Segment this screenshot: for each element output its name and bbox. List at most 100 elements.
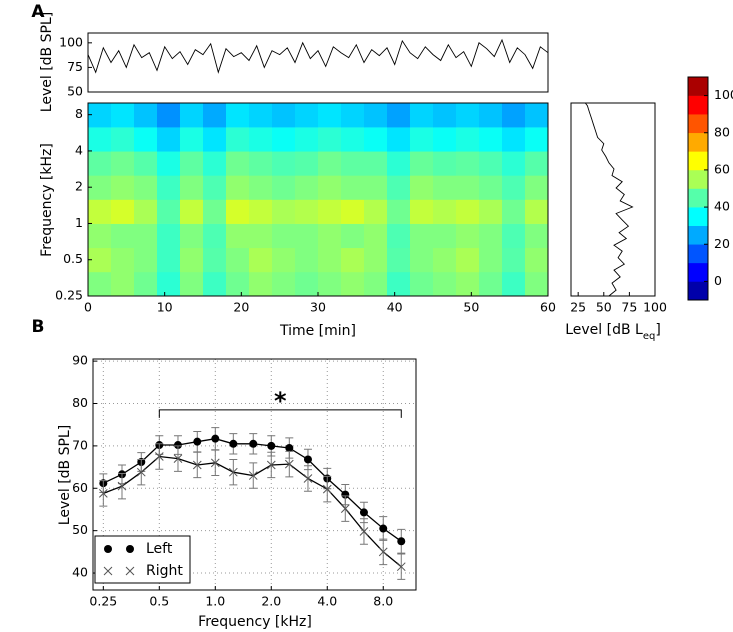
heatmap-cell: [272, 271, 296, 297]
x-tick-label: 10: [157, 300, 173, 315]
x-tick-label: 25: [570, 300, 586, 315]
colorbar-tick-label: 60: [714, 161, 730, 176]
data-point: [98, 489, 108, 498]
heatmap-cell: [410, 151, 434, 176]
heatmap-cell: [387, 247, 411, 273]
colorbar-tick-label: 0: [714, 273, 722, 288]
heatmap-cell: [502, 151, 526, 176]
legend-marker: [125, 566, 135, 576]
heatmap-cell: [387, 127, 411, 152]
data-point: [396, 562, 406, 572]
heatmap-cell: [433, 247, 457, 273]
data-point: [229, 439, 238, 448]
legend-label: Right: [146, 563, 183, 579]
heatmap-cell: [272, 127, 296, 152]
heatmap-cell: [525, 103, 549, 128]
heatmap-cell: [479, 271, 503, 297]
x-tick-label: 50: [463, 300, 479, 315]
heatmap-cell: [88, 151, 112, 176]
heatmap-cell: [341, 175, 365, 200]
heatmap-cell: [341, 127, 365, 152]
heatmap-cell: [479, 151, 503, 176]
heatmap-cell: [502, 103, 526, 128]
heatmap-cell: [203, 247, 227, 273]
heatmap-cell: [157, 175, 181, 200]
colorbar-step: [688, 114, 708, 134]
heatmap-cell: [272, 247, 296, 273]
x-tick-label: 30: [310, 300, 326, 315]
spectrum-line: [584, 102, 634, 297]
data-point: [397, 537, 406, 546]
heatmap-cell: [364, 271, 388, 297]
colorbar-step: [688, 225, 708, 245]
heatmap-cell: [157, 199, 181, 224]
heatmap-cell: [226, 151, 250, 176]
heatmap-cell: [249, 223, 273, 249]
heatmap-cell: [295, 151, 319, 176]
heatmap-cell: [203, 151, 227, 176]
heatmap-cell: [226, 127, 250, 152]
heatmap-cell: [433, 151, 457, 176]
heatmap-cell: [479, 247, 503, 273]
heatmap-cell: [364, 127, 388, 152]
colorbar-tick-label: 20: [714, 236, 730, 251]
y-tick-label: 50: [67, 84, 83, 99]
panel-label: B: [32, 317, 45, 337]
heatmap-cell: [387, 271, 411, 297]
heatmap-cell: [157, 271, 181, 297]
heatmap-cell: [203, 223, 227, 249]
heatmap-cell: [410, 223, 434, 249]
heatmap-cell: [88, 223, 112, 249]
heatmap-cell: [318, 127, 342, 152]
heatmap-cell: [134, 247, 158, 273]
heatmap-cell: [180, 271, 204, 297]
heatmap-cell: [88, 175, 112, 200]
plot-frame: [92, 358, 417, 591]
heatmap-cell: [341, 247, 365, 273]
heatmap-cell: [249, 127, 273, 152]
colorbar-step: [688, 77, 708, 96]
heatmap-cell: [387, 223, 411, 249]
heatmap-cell: [295, 103, 319, 128]
heatmap-cell: [525, 151, 549, 176]
legend-box: [94, 535, 191, 584]
heatmap-cell: [387, 175, 411, 200]
heatmap-cell: [502, 271, 526, 297]
y-tick-label: 1: [75, 215, 83, 230]
x-axis-label-part: eq: [643, 331, 656, 342]
x-tick-label: 8.0: [373, 594, 393, 609]
x-axis-label-part: ]: [655, 322, 660, 338]
heatmap-cell: [180, 175, 204, 200]
legend-label: Left: [146, 541, 173, 557]
y-axis-label: Level [dB SPL]: [57, 425, 73, 525]
colorbar-tick-label: 80: [714, 124, 730, 139]
heatmap-cell: [479, 127, 503, 152]
heatmap-cell: [249, 175, 273, 200]
data-point: [266, 460, 276, 470]
y-tick-label: 2: [75, 179, 83, 194]
heatmap-cell: [456, 271, 480, 297]
heatmap-cell: [433, 103, 457, 128]
heatmap-cell: [134, 127, 158, 152]
colorbar-step: [688, 262, 708, 282]
heatmap-cell: [134, 223, 158, 249]
heatmap-cell: [249, 247, 273, 273]
heatmap-cell: [341, 199, 365, 224]
plot-frame: [87, 32, 549, 93]
heatmap-cell: [387, 199, 411, 224]
heatmap-cell: [111, 223, 135, 249]
x-tick-label: 20: [233, 300, 249, 315]
heatmap-cell: [364, 247, 388, 273]
data-point: [341, 490, 350, 499]
heatmap-cell: [88, 271, 112, 297]
y-tick-label: 4: [75, 142, 83, 157]
heatmap-cell: [387, 103, 411, 128]
y-tick-label: 70: [72, 437, 88, 452]
heatmap-cell: [341, 223, 365, 249]
significance-bracket: [158, 409, 402, 418]
heatmap-cell: [364, 175, 388, 200]
data-point: [173, 441, 182, 450]
heatmap-cell: [433, 175, 457, 200]
heatmap-cell: [295, 271, 319, 297]
heatmap-cell: [433, 223, 457, 249]
